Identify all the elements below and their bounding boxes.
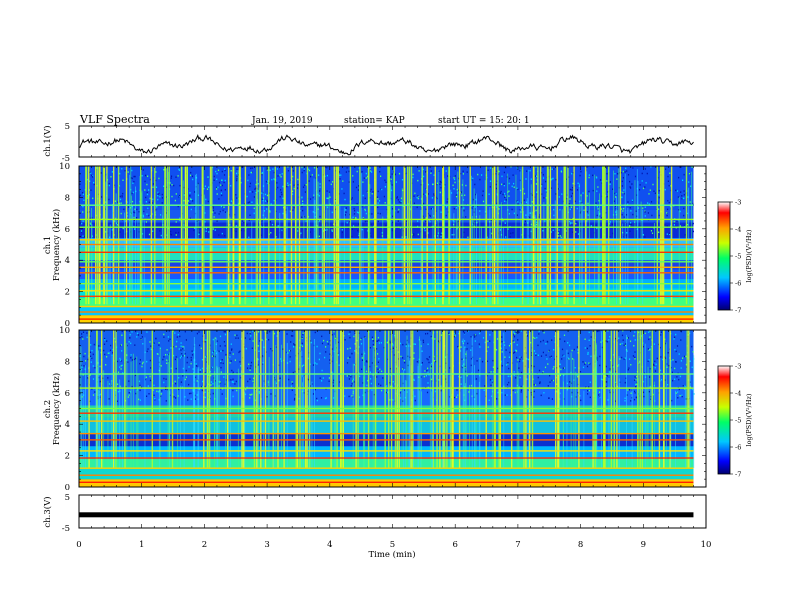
ch3-wave-ylabel: ch.3(V) [42, 496, 53, 527]
x-tick-label: 1 [139, 540, 144, 550]
ch1-spec-yticks: 0 2 4 6 8 10 [59, 162, 706, 329]
ch2-colorbar: -3 -4 -5 -6 -7 log(PSD)(V²/Hz) [717, 363, 753, 479]
x-tick-label: 7 [515, 540, 520, 550]
ch2-colorbar-ticks: -3 -4 -5 -6 -7 [730, 363, 741, 479]
colorbar-tick-label: -7 [735, 307, 741, 315]
colorbar-tick-label: -3 [735, 363, 741, 371]
colorbar-tick-label: -7 [735, 471, 741, 479]
x-tick-label: 10 [701, 540, 712, 550]
colorbar-tick-label: -4 [735, 226, 741, 234]
ch1-wave-ytick-top: 5 [65, 122, 70, 132]
ch1-colorbar-bar [717, 201, 731, 311]
colorbar-tick-label: -5 [735, 253, 741, 261]
colorbar-tick-label: -6 [735, 444, 741, 452]
x-tick-label: 9 [641, 540, 646, 550]
y-tick-label: 8 [65, 193, 70, 203]
colorbar-tick-label: -6 [735, 280, 741, 288]
x-tick-label: 6 [452, 540, 457, 550]
ch1-spectrogram-panel: 0 2 4 6 8 10 ch.1 Frequency (kHz) [43, 162, 707, 329]
x-axis-label: Time (min) [368, 549, 415, 560]
ch1-spec-ylabel-frequency: Frequency (kHz) [51, 209, 62, 281]
ch1-wave-ytick-bottom: -5 [62, 154, 70, 164]
ch2-spec-ylabel-frequency: Frequency (kHz) [51, 373, 62, 445]
ch2-colorbar-label: log(PSD)(V²/Hz) [745, 393, 753, 446]
x-tick-label: 5 [390, 540, 395, 550]
y-tick-label: 2 [65, 452, 70, 462]
spectrogram-texture [79, 330, 706, 487]
x-tick-label: 8 [578, 540, 583, 550]
y-tick-label: 0 [65, 483, 70, 493]
x-tick-label: 4 [327, 540, 332, 550]
colorbar-tick-label: -3 [735, 199, 741, 207]
ch2-spec-xticks [78, 330, 707, 487]
ch1-spectrogram [79, 166, 706, 323]
ch2-spec-yticks: 0 2 4 6 8 10 [59, 326, 706, 493]
date-label: Jan. 19, 2019 [251, 116, 313, 126]
ch3-wave-xticks [78, 495, 707, 528]
ch1-waveform-panel: 5 -5 ch.1(V) [42, 122, 707, 164]
colorbar-tick-label: -4 [735, 390, 741, 398]
ch3-wave-ytick-top: 5 [65, 493, 70, 503]
ch2-spectrogram-panel: 0 2 4 6 8 10 ch.2 Frequency (kHz) [43, 326, 707, 493]
ch3-wave-ytick-bottom: -5 [62, 524, 70, 534]
ch3-waveform-line [79, 512, 694, 518]
ch2-spectrogram [79, 330, 706, 487]
y-tick-label: 4 [65, 420, 70, 430]
x-tick-label: 0 [76, 540, 81, 550]
ch1-waveform-line [78, 133, 694, 156]
ch1-waveform-frame [78, 125, 707, 158]
y-tick-label: 2 [65, 288, 70, 298]
colorbar-tick-label: -5 [735, 417, 741, 425]
ch1-colorbar-label: log(PSD)(V²/Hz) [745, 229, 753, 282]
ch1-wave-xticks [78, 126, 707, 157]
y-tick-label: 6 [65, 389, 70, 399]
ch1-spec-xticks [78, 166, 707, 323]
y-tick-label: 8 [65, 357, 70, 367]
x-axis-tick-labels: 0 1 2 3 4 5 6 7 8 9 10 [76, 540, 711, 550]
station-label: station= KAP [344, 116, 405, 126]
ch1-colorbar-ticks: -3 -4 -5 -6 -7 [730, 199, 741, 315]
x-tick-label: 3 [264, 540, 269, 550]
ch1-spec-ylabel: ch.1 [43, 236, 53, 254]
ch3-waveform-panel: 5 -5 ch.3(V) [42, 493, 707, 534]
y-tick-label: 6 [65, 225, 70, 235]
y-tick-label: 0 [65, 319, 70, 329]
ch1-colorbar: -3 -4 -5 -6 -7 log(PSD)(V²/Hz) [717, 199, 753, 315]
ch1-wave-ylabel: ch.1(V) [42, 125, 53, 156]
spectrogram-texture [79, 166, 706, 323]
y-tick-label: 4 [65, 256, 70, 266]
ch3-waveform-frame [78, 494, 707, 529]
start-time-label: start UT = 15: 20: 1 [438, 116, 530, 126]
x-tick-label: 2 [202, 540, 207, 550]
chart-title: VLF Spectra [79, 113, 150, 126]
y-tick-label: 10 [59, 162, 70, 172]
ch2-spec-ylabel: ch.2 [43, 400, 53, 418]
ch2-colorbar-bar [717, 365, 731, 475]
y-tick-label: 10 [59, 326, 70, 336]
